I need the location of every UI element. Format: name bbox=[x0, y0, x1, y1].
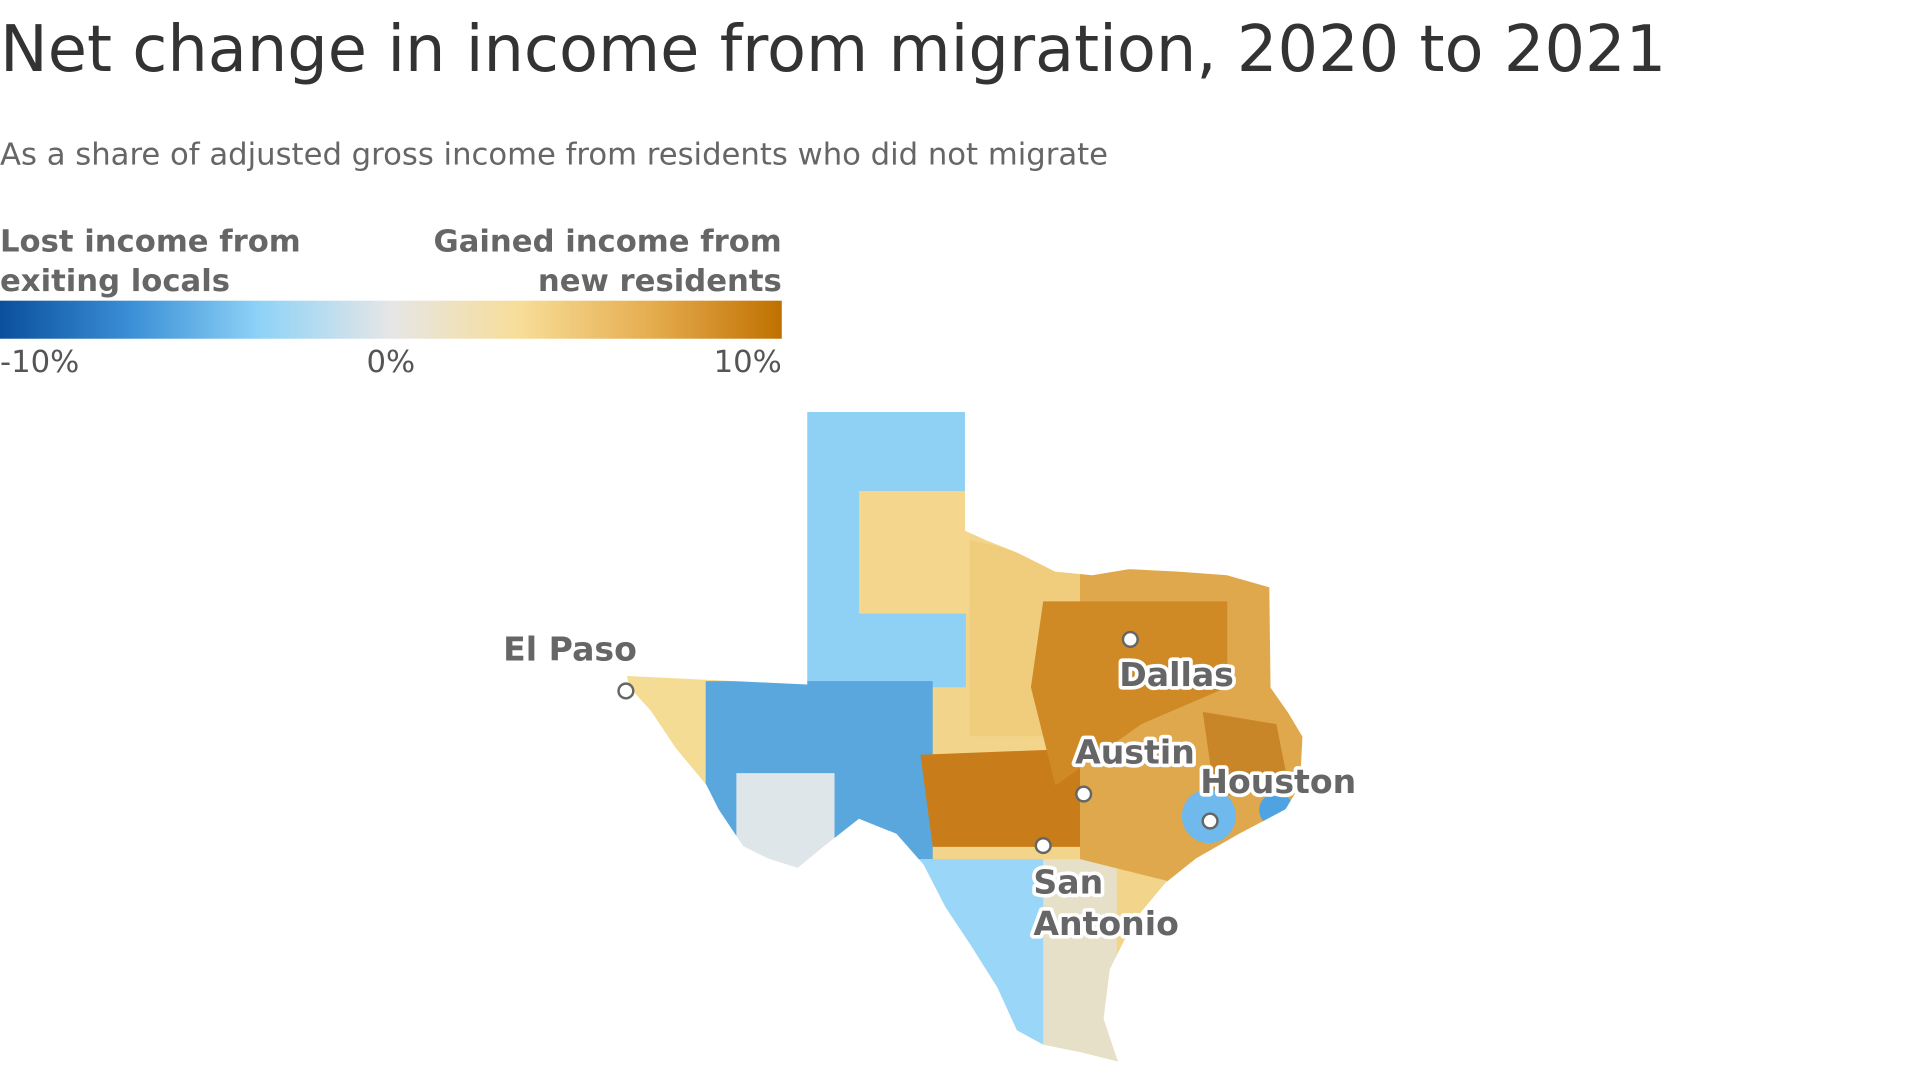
city-marker bbox=[1121, 630, 1139, 648]
region bbox=[1202, 711, 1289, 798]
tick-label: -10% bbox=[0, 345, 79, 380]
region bbox=[859, 490, 970, 614]
city-label: Houston bbox=[1200, 762, 1356, 801]
legend-left-label: exiting locals bbox=[0, 264, 230, 299]
tick-label: 0% bbox=[367, 345, 416, 380]
title: Net change in income from migration, 202… bbox=[0, 13, 1666, 87]
region bbox=[1030, 601, 1228, 786]
city-marker bbox=[1034, 837, 1052, 855]
subtitle: As a share of adjusted gross income from… bbox=[0, 137, 1108, 172]
legend-left-label: Lost income from bbox=[0, 225, 301, 260]
legend-right-label: Gained income from bbox=[434, 225, 782, 260]
city-marker bbox=[1075, 785, 1093, 803]
city-label: San Antonio bbox=[1033, 862, 1179, 943]
tick-label: 10% bbox=[714, 345, 782, 380]
region bbox=[1043, 859, 1117, 1063]
city-marker bbox=[617, 682, 635, 700]
region bbox=[920, 748, 1093, 847]
texas-map bbox=[625, 411, 1304, 1063]
region bbox=[736, 773, 835, 872]
city-label: Austin bbox=[1075, 732, 1195, 771]
city-label: Dallas bbox=[1119, 655, 1234, 694]
city-marker bbox=[1201, 812, 1219, 830]
city-label: El Paso bbox=[503, 629, 637, 668]
legend-right-label: new residents bbox=[538, 264, 782, 299]
color-scale bbox=[0, 300, 782, 339]
